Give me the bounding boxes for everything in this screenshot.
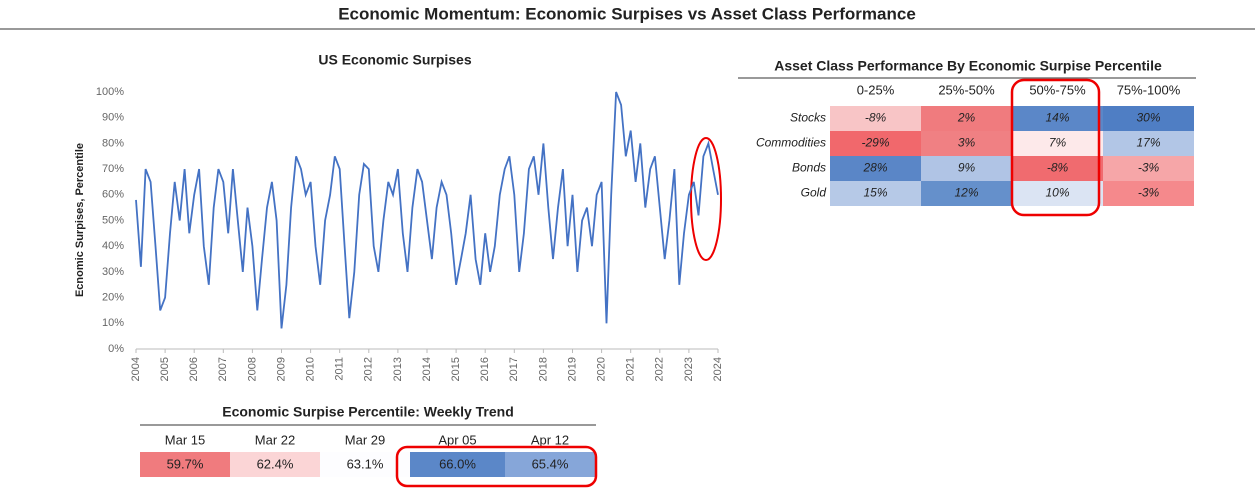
y-tick-label: 90% [102, 112, 124, 124]
cell-value: -3% [1138, 186, 1160, 200]
cell-value: 10% [1045, 186, 1069, 200]
x-tick-label: 2009 [275, 357, 287, 381]
column-header: 50%-75% [1029, 82, 1086, 97]
cell-bg [140, 452, 230, 477]
cell-bg [1012, 106, 1103, 131]
cell-bg [921, 131, 1012, 156]
cell-bg [830, 156, 921, 181]
cell-value: 59.7% [167, 456, 204, 471]
cell-value: -8% [1047, 161, 1069, 175]
x-tick-label: 2006 [188, 357, 200, 381]
cell-bg [830, 106, 921, 131]
y-tick-label: 70% [102, 163, 124, 175]
cell-bg [1103, 106, 1194, 131]
cell-bg [1103, 181, 1194, 206]
y-tick-label: 0% [108, 343, 124, 355]
column-header: Apr 12 [531, 432, 569, 447]
cell-value: 15% [863, 186, 887, 200]
x-tick-label: 2014 [421, 357, 433, 381]
cell-bg [921, 181, 1012, 206]
cell-bg [921, 156, 1012, 181]
x-tick-label: 2015 [450, 357, 462, 381]
column-header: Mar 22 [255, 432, 295, 447]
y-tick-label: 100% [96, 86, 124, 98]
row-label: Gold [801, 186, 827, 200]
cell-bg [1012, 156, 1103, 181]
row-label: Commodities [756, 136, 826, 150]
column-header: 0-25% [857, 82, 895, 97]
cell-value: 14% [1045, 111, 1069, 125]
x-tick-label: 2007 [217, 357, 229, 381]
cell-value: 65.4% [532, 456, 569, 471]
line [135, 91, 719, 329]
row-label: Stocks [790, 111, 826, 125]
table-title: Economic Surpise Percentile: Weekly Tren… [222, 404, 514, 420]
cell-value: 12% [954, 186, 978, 200]
y-axis-label: Ecnomic Surpises, Percentile [74, 143, 86, 297]
table-title: Asset Class Performance By Economic Surp… [774, 58, 1162, 74]
cell-value: 28% [862, 161, 887, 175]
cell-value: -29% [861, 136, 889, 150]
cell-bg [1012, 181, 1103, 206]
x-tick-label: 2008 [246, 357, 258, 381]
x-tick-label: 2016 [479, 357, 491, 381]
column-header: 25%-50% [938, 82, 995, 97]
x-tick-label: 2020 [596, 357, 608, 381]
y-tick-label: 60% [102, 189, 124, 201]
x-tick-label: 2022 [654, 357, 666, 381]
cell-value: 17% [1136, 136, 1160, 150]
column-header: Mar 29 [345, 432, 385, 447]
cell-value: 62.4% [257, 456, 294, 471]
cell-value: 3% [958, 136, 976, 150]
page-title: Economic Momentum: Economic Surpises vs … [338, 4, 916, 23]
cell-value: 2% [957, 111, 976, 125]
highlight [395, 445, 598, 488]
x-tick-label: 2023 [683, 357, 695, 381]
chart-title: US Economic Surpises [318, 52, 471, 68]
column-header: Mar 15 [165, 432, 205, 447]
cell-value: -8% [865, 111, 887, 125]
y-tick-label: 40% [102, 240, 124, 252]
x-tick-label: 2010 [305, 357, 317, 381]
cell-bg [410, 452, 505, 477]
x-tick-label: 2021 [625, 357, 637, 381]
x-tick-label: 2004 [130, 357, 142, 381]
column-header: 75%-100% [1117, 82, 1181, 97]
y-tick-label: 20% [102, 292, 124, 304]
cell-value: 63.1% [347, 456, 384, 471]
highlight [1010, 78, 1101, 217]
y-tick-label: 50% [102, 214, 124, 226]
cell-value: 30% [1136, 111, 1160, 125]
cell-bg [830, 131, 921, 156]
cell-bg [830, 181, 921, 206]
x-tick-label: 2011 [334, 357, 346, 381]
cell-value: 66.0% [439, 456, 476, 471]
cell-bg [921, 106, 1012, 131]
y-tick-label: 80% [102, 137, 124, 149]
cell-value: 7% [1049, 136, 1067, 150]
x-tick-label: 2005 [159, 357, 171, 381]
y-tick-label: 30% [102, 266, 124, 278]
row-label: Bonds [792, 161, 826, 175]
x-tick-label: 2024 [712, 357, 724, 381]
cell-bg [1103, 156, 1194, 181]
x-tick-label: 2018 [537, 357, 549, 381]
cell-bg [1012, 131, 1103, 156]
highlight [690, 137, 722, 261]
y-tick-label: 10% [102, 317, 124, 329]
x-tick-label: 2017 [508, 357, 520, 381]
cell-bg [1103, 131, 1194, 156]
cell-value: -3% [1138, 161, 1160, 175]
cell-bg [230, 452, 320, 477]
cell-bg [505, 452, 595, 477]
cell-bg [320, 452, 410, 477]
x-tick-label: 2019 [566, 357, 578, 381]
x-tick-label: 2013 [392, 357, 404, 381]
cell-value: 9% [958, 161, 976, 175]
x-tick-label: 2012 [363, 357, 375, 381]
column-header: Apr 05 [438, 432, 476, 447]
